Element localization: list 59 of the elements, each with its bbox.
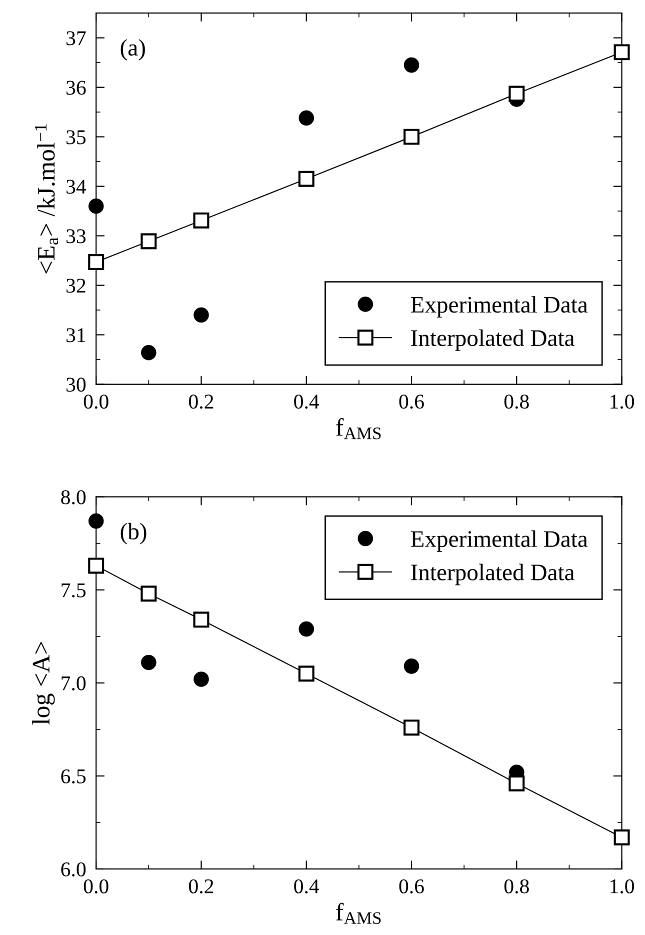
point (194, 307, 209, 323)
x-tick-label: 0.6 (399, 879, 424, 894)
point (140, 233, 157, 250)
x-tick-label: 0.6 (399, 394, 424, 409)
y-axis-title: log <A> (32, 642, 55, 725)
point (298, 666, 314, 682)
y-tick-label: 7.5 (62, 583, 86, 598)
point (88, 558, 104, 574)
x-tick-label: 1.0 (610, 879, 634, 894)
legend-label: Experimental Data (410, 530, 588, 552)
x-tick-label: 0.2 (189, 394, 214, 409)
point (404, 658, 420, 674)
point (88, 254, 104, 270)
x-tick-label: 1.0 (610, 394, 634, 409)
x-tick-label: 0.0 (84, 879, 108, 894)
y-axis-title: <E$_{a}$> /kJ.mol$^{−1}$ (34, 124, 58, 274)
legend-label: Experimental Data (410, 296, 588, 318)
x-axis-title: f$_{AMS}$ (336, 902, 381, 924)
x-axis-title: f$_{AMS}$ (336, 418, 381, 440)
y-tick-label: 36 (66, 80, 86, 95)
x-tick-label: 0.8 (504, 879, 529, 894)
y-tick-label: 31 (66, 328, 86, 342)
y-tick-label: 34 (66, 180, 86, 194)
y-tick-label: 32 (66, 278, 86, 293)
y-tick-label: 35 (66, 130, 86, 144)
point (141, 654, 156, 670)
annotation: (a) (120, 39, 145, 60)
y-tick-label: 6.0 (61, 862, 86, 877)
point (194, 672, 209, 687)
point (141, 344, 156, 360)
x-tick-label: 0.8 (504, 394, 529, 409)
point (193, 612, 210, 628)
y-tick-label: 7.0 (62, 676, 86, 690)
y-tick-label: 30 (66, 378, 86, 392)
point (404, 720, 420, 736)
point (88, 513, 104, 529)
point (88, 198, 104, 214)
x-tick-label: 0.2 (189, 879, 214, 894)
legend-label: Interpolated Data (411, 564, 574, 586)
point (508, 775, 525, 792)
y-tick-label: 8.0 (61, 490, 86, 504)
x-tick-label: 0.0 (84, 394, 108, 409)
x-tick-label: 0.4 (294, 394, 320, 409)
legend-label: Interpolated Data (411, 329, 574, 351)
point (614, 829, 630, 846)
point (193, 212, 210, 228)
point (140, 586, 157, 602)
point (508, 86, 525, 102)
y-tick-label: 6.5 (61, 769, 86, 784)
point (298, 110, 314, 126)
point (404, 128, 420, 145)
x-tick-label: 0.4 (294, 879, 320, 894)
point (404, 57, 420, 73)
point (298, 621, 314, 637)
point (298, 170, 314, 187)
annotation: (b) (120, 522, 146, 544)
point (614, 44, 630, 60)
y-tick-label: 33 (66, 229, 86, 244)
y-tick-label: 37 (66, 31, 86, 46)
